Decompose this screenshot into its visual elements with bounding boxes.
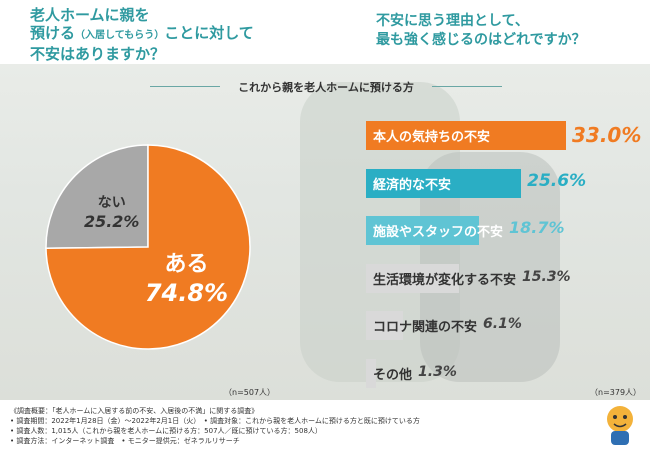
bar-0: 本人の気持ちの不安 <box>366 121 566 150</box>
bar-value: 6.1% <box>483 316 522 332</box>
bar-label: 生活環境が変化する不安 <box>373 272 517 288</box>
divider-right <box>432 86 502 87</box>
question-1-line-2: 預ける（入居してもらう）ことに対して <box>30 24 360 45</box>
bar-value: 15.3% <box>522 268 571 285</box>
question-1-note: （入居してもらう） <box>75 30 165 41</box>
question-2-line-2: 最も強く感じるのはどれですか？ <box>376 32 586 48</box>
survey-period: • 調査期間：2022年1月28日（金）～2022年2月1日（火） • 調査対象… <box>10 417 420 425</box>
survey-title: 《調査概要：「老人ホームに入居する前の不安、入居後の不満」に関する調査》 <box>10 407 259 415</box>
bar-sample-size: （n=379人） <box>590 388 642 397</box>
question-2: 不安に思う理由として、 最も強く感じるのはどれですか？ <box>376 12 646 50</box>
bar-2: 施設やスタッフの不安 <box>366 216 503 245</box>
pie-sample-size: （n=507人） <box>224 388 276 397</box>
bar-value: 18.7% <box>509 218 565 237</box>
question-1-text: ことに対して <box>164 24 254 42</box>
question-2-line-1: 不安に思う理由として、 <box>376 13 529 29</box>
bar-1: 経済的な不安 <box>366 168 522 198</box>
pie-category-label: ない <box>98 195 126 211</box>
pie-slice-1 <box>45 144 149 250</box>
bar-4: コロナ関連の不安 <box>366 311 477 340</box>
question-1-text: 預ける <box>30 24 76 42</box>
footer: 《調査概要：「老人ホームに入居する前の不安、入居後の不満」に関する調査》 • 調… <box>0 400 650 450</box>
bar-5: その他 <box>366 358 412 388</box>
bar-label: 本人の気持ちの不安 <box>373 130 491 145</box>
pie-category-label: ある <box>164 252 208 277</box>
bar-label: コロナ関連の不安 <box>373 320 478 335</box>
question-1: 老人ホームに親を 預ける（入居してもらう）ことに対して 不安はありますか？ <box>30 6 360 63</box>
survey-method: • 調査方法：インターネット調査 • モニター提供元：ゼネラルリサーチ <box>10 437 240 445</box>
pie-slice-0 <box>45 144 251 350</box>
mascot-icon <box>607 406 633 445</box>
bar-value: 25.6% <box>527 170 587 191</box>
bar-label: 経済的な不安 <box>373 177 452 193</box>
survey-count: • 調査人数：1,015人（これから親を老人ホームに預ける方：507人／既に預け… <box>10 427 322 435</box>
bar-3: 生活環境が変化する不安 <box>366 263 516 293</box>
bar-value: 1.3% <box>418 363 457 380</box>
divider-left <box>150 86 220 87</box>
bar-value: 33.0% <box>572 123 642 147</box>
bar-label: 施設やスタッフの不安 <box>373 225 504 240</box>
question-1-line-3: 不安はありますか？ <box>30 45 166 63</box>
pie-value-label: 25.2% <box>84 212 140 231</box>
header: 老人ホームに親を 預ける（入居してもらう）ことに対して 不安はありますか？ 不安… <box>0 0 650 64</box>
group-label: これから親を老人ホームに預ける方 <box>238 81 414 94</box>
bar-label: その他 <box>373 367 413 383</box>
question-1-line-1: 老人ホームに親を <box>30 6 150 24</box>
pie-value-label: 74.8% <box>145 279 228 307</box>
